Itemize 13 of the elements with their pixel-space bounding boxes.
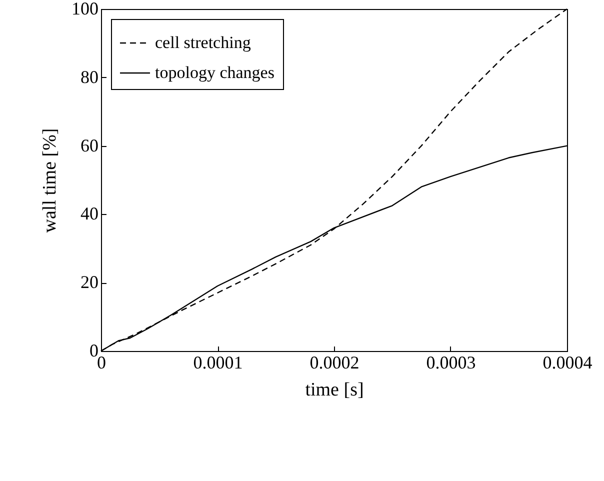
x-tick-label: 0.0001 (193, 352, 243, 372)
y-tick-label: 80 (80, 66, 98, 87)
x-tick-label: 0.0002 (310, 352, 360, 372)
x-axis-title: time [s] (305, 380, 364, 400)
y-tick-label: 60 (80, 135, 98, 156)
y-tick-label: 20 (80, 272, 98, 292)
legend-label: cell stretching (155, 33, 252, 52)
legend-label: topology changes (155, 63, 274, 82)
y-tick-label: 40 (80, 204, 98, 224)
y-axis-title: wall time [%] (40, 128, 60, 233)
y-tick-label: 100 (72, 0, 98, 18)
x-tick-label: 0.0004 (542, 352, 592, 372)
x-tick-label: 0.0003 (426, 352, 476, 372)
